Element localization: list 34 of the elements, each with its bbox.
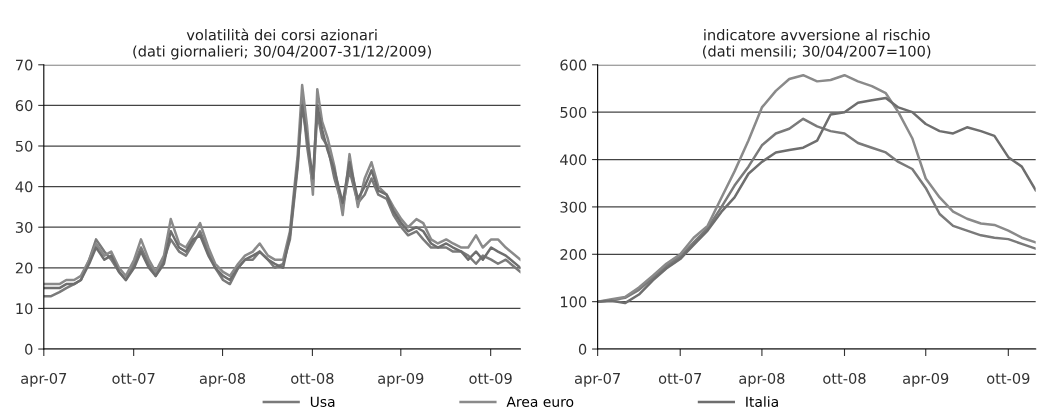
y-tick-label: 60 bbox=[15, 100, 33, 112]
y-tick-label: 600 bbox=[560, 59, 587, 71]
legend-label: Italia bbox=[746, 396, 778, 407]
y-tick-label: 500 bbox=[560, 106, 587, 118]
chart-title: indicatore avversione al rischio bbox=[704, 29, 930, 41]
x-tick-label: apr-09 bbox=[903, 372, 949, 387]
x-tick-label: apr-08 bbox=[739, 372, 785, 387]
y-tick-label: 100 bbox=[560, 296, 587, 308]
legend-label: Area euro bbox=[506, 396, 574, 407]
y-tick-label: 50 bbox=[15, 140, 33, 152]
x-tick-label: apr-07 bbox=[574, 372, 620, 387]
y-tick-label: 30 bbox=[15, 221, 33, 233]
x-tick-label: ott-07 bbox=[112, 372, 155, 384]
x-tick-label: apr-08 bbox=[199, 372, 246, 387]
legend-label: Usa bbox=[310, 396, 335, 407]
x-tick-label: ott-09 bbox=[987, 372, 1030, 384]
chart-subtitle: (dati giornalieri; 30/04/2007-31/12/2009) bbox=[133, 45, 431, 60]
chart-title: volatilità dei corsi azionari bbox=[186, 28, 377, 41]
x-tick-label: ott-08 bbox=[823, 372, 866, 384]
chart-subtitle: (dati mensili; 30/04/2007=100) bbox=[703, 45, 931, 59]
x-tick-label: ott-09 bbox=[469, 372, 512, 384]
y-tick-label: 400 bbox=[560, 154, 587, 166]
y-tick-label: 70 bbox=[16, 59, 33, 71]
x-tick-label: ott-08 bbox=[291, 372, 334, 384]
y-tick-label: 40 bbox=[15, 181, 33, 193]
y-tick-label: 0 bbox=[578, 343, 587, 355]
y-tick-label: 10 bbox=[16, 303, 33, 315]
y-tick-label: 0 bbox=[25, 343, 33, 355]
y-tick-label: 300 bbox=[560, 201, 587, 213]
x-tick-label: apr-07 bbox=[21, 372, 67, 387]
x-tick-label: ott-07 bbox=[658, 372, 702, 384]
x-tick-label: apr-09 bbox=[378, 372, 424, 387]
y-tick-label: 200 bbox=[560, 249, 587, 261]
y-tick-label: 20 bbox=[15, 262, 33, 274]
